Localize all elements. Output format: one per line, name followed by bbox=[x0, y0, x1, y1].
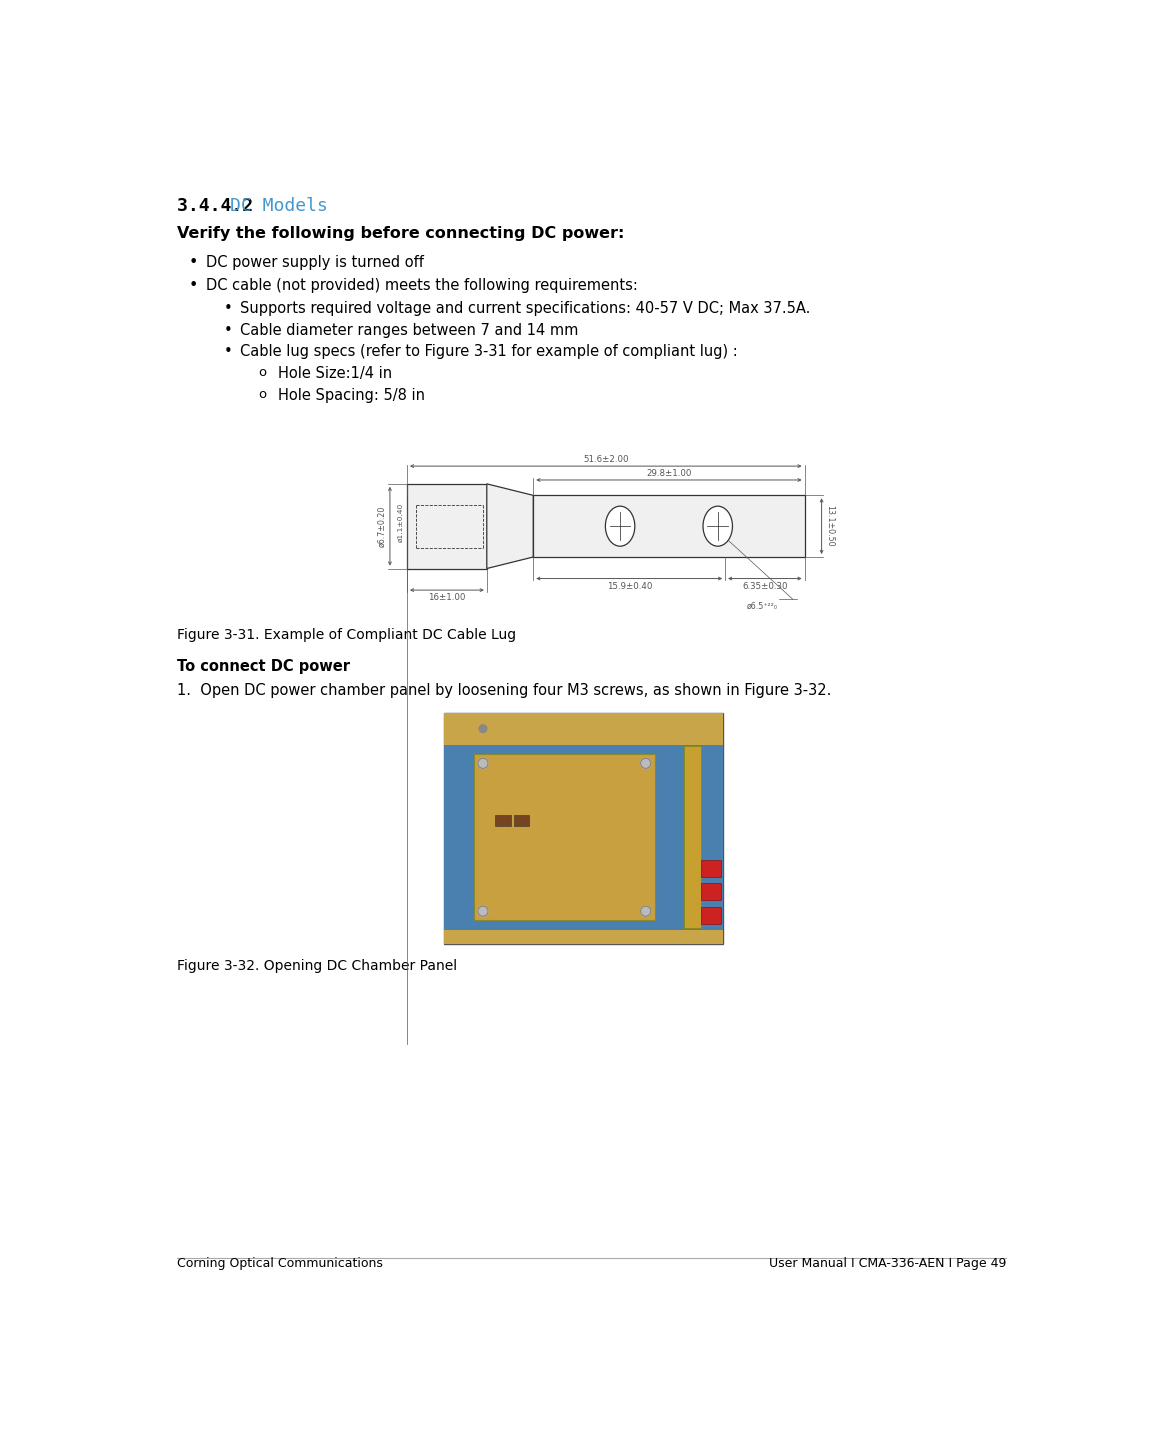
FancyBboxPatch shape bbox=[702, 907, 721, 924]
Text: ø6.7±0.20: ø6.7±0.20 bbox=[377, 506, 387, 547]
FancyBboxPatch shape bbox=[684, 746, 702, 928]
FancyBboxPatch shape bbox=[444, 930, 724, 944]
FancyBboxPatch shape bbox=[444, 713, 724, 944]
Text: Supports required voltage and current specifications: 40-57 V DC; Max 37.5A.: Supports required voltage and current sp… bbox=[240, 301, 811, 317]
Circle shape bbox=[640, 758, 651, 768]
Ellipse shape bbox=[703, 506, 733, 547]
Text: Corning Optical Communications: Corning Optical Communications bbox=[177, 1257, 383, 1270]
FancyBboxPatch shape bbox=[514, 816, 530, 826]
Text: User Manual I CMA-336-AEN I Page 49: User Manual I CMA-336-AEN I Page 49 bbox=[769, 1257, 1006, 1270]
Circle shape bbox=[478, 758, 488, 768]
Text: 3.4.4.2: 3.4.4.2 bbox=[177, 197, 264, 214]
Text: Verify the following before connecting DC power:: Verify the following before connecting D… bbox=[177, 226, 624, 241]
Text: 29.8±1.00: 29.8±1.00 bbox=[646, 469, 691, 477]
Text: •: • bbox=[188, 278, 197, 294]
Polygon shape bbox=[533, 496, 804, 557]
FancyBboxPatch shape bbox=[702, 884, 721, 901]
Text: DC cable (not provided) meets the following requirements:: DC cable (not provided) meets the follow… bbox=[207, 278, 638, 294]
Text: •: • bbox=[224, 322, 232, 338]
Text: •: • bbox=[224, 344, 232, 360]
Circle shape bbox=[479, 724, 487, 733]
Text: 1.  Open DC power chamber panel by loosening four M3 screws, as shown in Figure : 1. Open DC power chamber panel by loosen… bbox=[177, 684, 831, 698]
Text: Figure 3-32. Opening DC Chamber Panel: Figure 3-32. Opening DC Chamber Panel bbox=[177, 959, 457, 973]
FancyBboxPatch shape bbox=[444, 713, 724, 745]
Circle shape bbox=[640, 907, 651, 917]
FancyBboxPatch shape bbox=[495, 816, 511, 826]
Polygon shape bbox=[407, 484, 487, 568]
Text: 13.1±0.50: 13.1±0.50 bbox=[825, 505, 834, 547]
Text: •: • bbox=[188, 254, 197, 270]
Polygon shape bbox=[487, 484, 533, 568]
Text: o: o bbox=[258, 366, 267, 379]
Text: DC Models: DC Models bbox=[230, 197, 328, 214]
Text: To connect DC power: To connect DC power bbox=[177, 658, 350, 674]
Text: Figure 3-31. Example of Compliant DC Cable Lug: Figure 3-31. Example of Compliant DC Cab… bbox=[177, 628, 516, 642]
Text: 15.9±0.40: 15.9±0.40 bbox=[607, 581, 652, 590]
Ellipse shape bbox=[606, 506, 635, 547]
Text: o: o bbox=[258, 388, 267, 401]
Text: Hole Size:1/4 in: Hole Size:1/4 in bbox=[278, 366, 391, 380]
Text: 51.6±2.00: 51.6±2.00 bbox=[583, 455, 629, 464]
Text: Cable diameter ranges between 7 and 14 mm: Cable diameter ranges between 7 and 14 m… bbox=[240, 322, 578, 338]
Text: 16±1.00: 16±1.00 bbox=[428, 593, 465, 602]
Circle shape bbox=[478, 907, 488, 917]
Text: 6.35±0.30: 6.35±0.30 bbox=[742, 581, 787, 590]
FancyBboxPatch shape bbox=[444, 745, 724, 930]
FancyBboxPatch shape bbox=[702, 860, 721, 878]
Text: DC power supply is turned off: DC power supply is turned off bbox=[207, 254, 425, 270]
Text: •: • bbox=[224, 301, 232, 317]
Text: ø1.1±0.40: ø1.1±0.40 bbox=[397, 503, 403, 542]
FancyBboxPatch shape bbox=[473, 755, 655, 921]
Text: Hole Spacing: 5/8 in: Hole Spacing: 5/8 in bbox=[278, 388, 425, 402]
Text: Cable lug specs (refer to Figure 3-31 for example of compliant lug) :: Cable lug specs (refer to Figure 3-31 fo… bbox=[240, 344, 739, 360]
Text: ø6.5⁺²²₀: ø6.5⁺²²₀ bbox=[747, 602, 778, 610]
